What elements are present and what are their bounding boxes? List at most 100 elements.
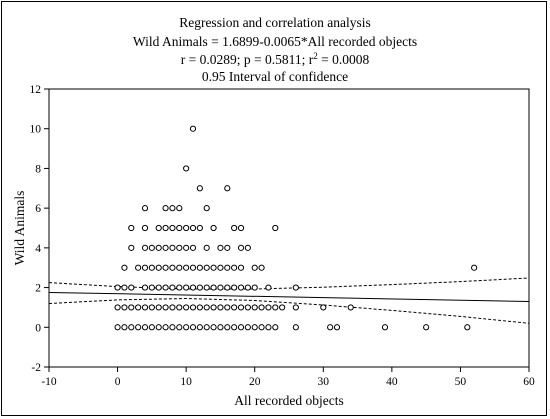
data-point [292,284,299,291]
data-point [251,324,258,331]
data-point [327,324,334,331]
data-point [224,324,231,331]
stat-r2: 0.0008 [332,52,369,67]
title-line-1: Regression and correlation analysis [179,15,371,30]
x-tick-label: 30 [318,376,330,388]
x-axis-label: All recorded objects [234,393,343,408]
y-axis-ticks: -2 0 2 4 6 8 10 12 [30,84,49,374]
confidence-band-lower [48,297,530,324]
data-point [141,324,149,331]
data-point [217,264,224,271]
data-point [189,224,197,232]
data-point [162,244,169,251]
data-point [121,264,128,271]
data-point [141,264,149,271]
data-point [135,324,142,331]
plot-area [48,88,530,368]
data-point [347,304,354,311]
data-point [183,224,190,232]
data-point [471,264,478,271]
data-point [169,224,176,232]
data-point [189,125,197,132]
data-point [224,264,231,271]
data-point [162,264,169,271]
data-point [196,284,203,291]
data-point [128,304,135,311]
y-tick-label: 8 [35,163,41,175]
data-point [176,224,183,232]
data-point [155,224,162,232]
data-point [169,205,176,212]
data-point [189,304,197,311]
data-point [189,244,197,251]
data-point [231,324,238,331]
stat-p: 0.5811 [265,52,302,67]
data-point [210,224,217,232]
x-tick-label: 40 [386,376,398,388]
data-point [251,284,258,291]
data-point [183,244,190,251]
data-point [155,324,162,331]
confidence-band [48,277,530,324]
y-tick-label: 2 [35,283,41,295]
y-tick-label: 12 [30,84,42,96]
data-point [162,284,169,291]
data-point [217,284,224,291]
data-point [423,324,430,331]
data-point [231,284,238,291]
data-point [203,304,210,311]
data-point [224,185,231,192]
data-point [141,244,149,251]
x-tick-label: 20 [249,376,261,388]
data-point [189,324,197,331]
data-point [464,324,471,331]
data-point [272,324,279,331]
data-point [231,224,238,232]
data-point [148,324,155,331]
data-point [210,264,217,271]
data-point [237,284,245,291]
data-point [141,224,149,232]
data-point [237,264,245,271]
data-point [189,284,197,291]
data-point [162,304,169,311]
data-point [196,304,203,311]
data-point [203,205,210,212]
data-point [148,244,155,251]
data-point [121,284,128,291]
y-tick-label: 10 [30,124,42,136]
data-point [189,264,197,271]
y-axis-label: Wild Animals [12,191,27,266]
data-point [162,324,169,331]
y-tick-label: 0 [35,322,41,334]
data-point [114,304,121,311]
data-point [169,264,176,271]
regression-line [48,291,530,302]
data-point [279,304,286,311]
data-point [141,304,149,311]
data-point [176,324,183,331]
y-tick-label: 6 [35,203,41,215]
data-point [135,304,142,311]
data-point [196,224,203,232]
x-tick-label: 50 [455,376,467,388]
data-point [231,264,238,271]
data-point [258,304,265,311]
data-point [169,304,176,311]
data-point [148,264,155,271]
data-point [128,244,135,251]
data-point [183,165,190,172]
data-point [176,244,183,251]
data-point [183,264,190,271]
regression-line-group [48,291,530,302]
y-tick-label: 4 [35,243,41,255]
data-point [114,324,121,331]
data-point [176,264,183,271]
data-point [121,324,128,331]
data-point [155,264,162,271]
data-point [231,304,238,311]
x-tick-label: 60 [523,376,535,388]
data-point [203,324,210,331]
x-axis-ticks: -10 0 10 20 30 40 50 60 [41,367,535,388]
